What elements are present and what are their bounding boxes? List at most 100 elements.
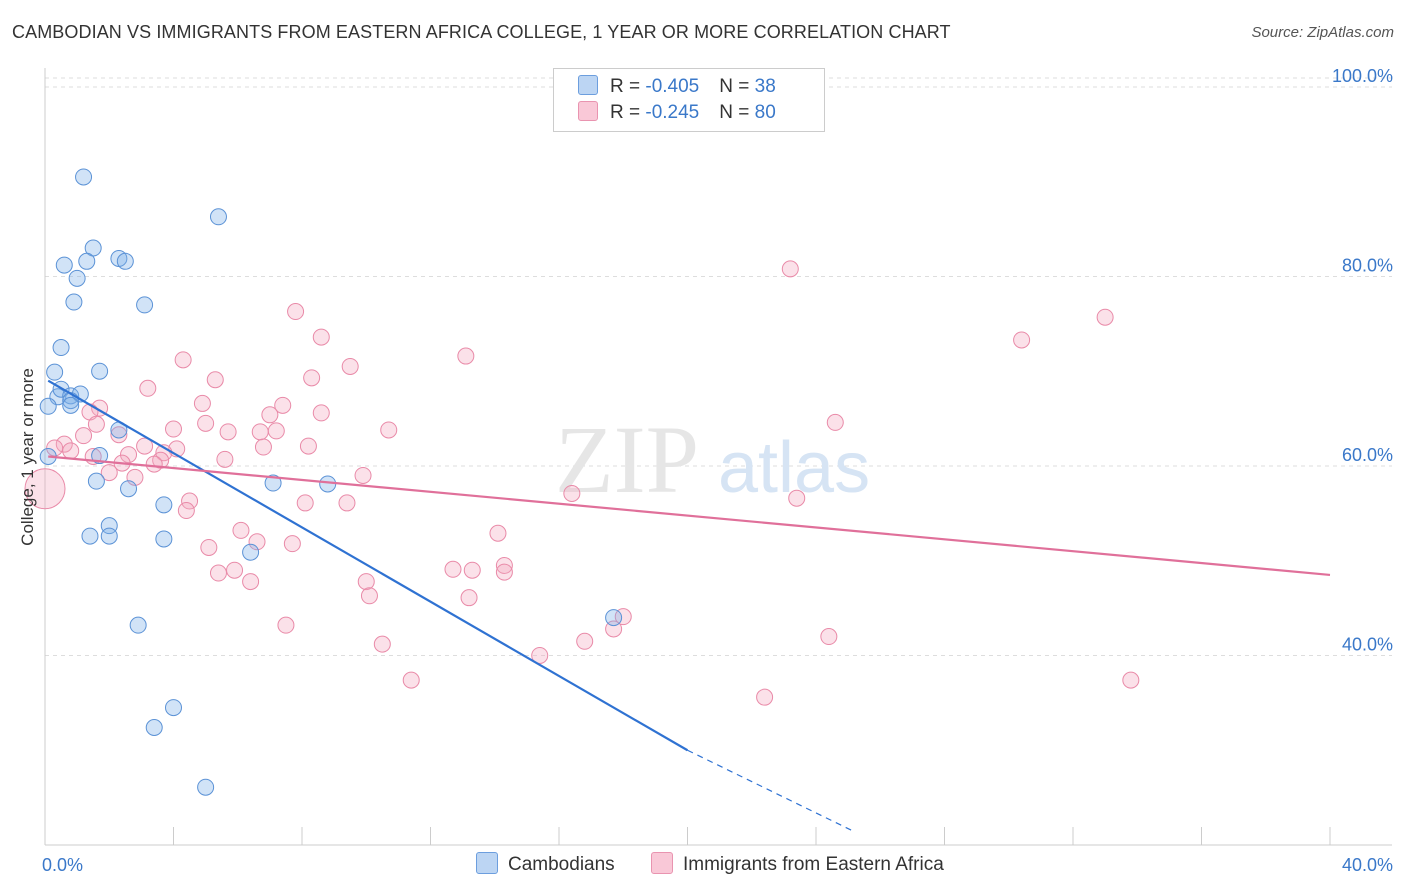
data-point (495, 563, 513, 581)
data-point (209, 564, 227, 582)
data-point (460, 589, 478, 607)
data-point (75, 427, 93, 445)
data-point (39, 397, 57, 415)
data-point (576, 632, 594, 650)
data-point (248, 533, 266, 551)
data-point (373, 635, 391, 653)
data-point (614, 608, 632, 626)
watermark-atlas: atlas (718, 428, 870, 508)
data-point (402, 671, 420, 689)
data-point (251, 423, 269, 441)
data-point (788, 489, 806, 507)
data-point (242, 573, 260, 591)
data-point (177, 502, 195, 520)
data-point (193, 394, 211, 412)
legend-n-value: 80 (754, 102, 776, 123)
legend-n-value: 38 (754, 76, 776, 97)
y-tick-label: 80.0% (1342, 255, 1393, 275)
data-point (781, 260, 799, 278)
data-point (303, 369, 321, 387)
data-point (495, 556, 513, 574)
data-point (75, 168, 93, 186)
axes (44, 68, 1392, 846)
legend-r-value: -0.245 (645, 102, 700, 123)
data-point (46, 439, 64, 457)
source-label: Source: ZipAtlas.com (1251, 24, 1394, 41)
data-point (563, 484, 581, 502)
data-point (319, 475, 337, 493)
y-tick-label: 60.0% (1342, 445, 1393, 465)
correlation-legend: R = -0.405 N = 38 R = -0.245 N = 80 (553, 68, 825, 132)
y-tick-label: 100.0% (1332, 66, 1393, 86)
legend-swatch-immigrants (578, 101, 598, 121)
data-point (65, 293, 83, 311)
legend-r-value: -0.405 (645, 76, 700, 97)
data-point (100, 464, 118, 482)
data-point (283, 535, 301, 553)
data-point (1013, 331, 1031, 349)
data-point (116, 252, 134, 270)
bottom-legend-label: Cambodians (508, 854, 615, 875)
data-point (155, 496, 173, 514)
data-point (91, 447, 109, 465)
data-point (145, 719, 163, 737)
data-point (756, 688, 774, 706)
legend-row-immigrants: R = -0.245 N = 80 (578, 101, 776, 125)
data-point (81, 527, 99, 545)
data-point (826, 413, 844, 431)
data-point (360, 587, 378, 605)
data-point (197, 414, 215, 432)
data-point (68, 269, 86, 287)
bottom-legend-swatch-cambodians (476, 852, 498, 874)
data-point (91, 362, 109, 380)
data-point (338, 494, 356, 512)
x-tick-label: 40.0% (1342, 855, 1393, 875)
trend-line-extension (687, 749, 855, 833)
data-point (380, 421, 398, 439)
legend-row-cambodians: R = -0.405 N = 38 (578, 75, 776, 99)
y-tick-label: 40.0% (1342, 634, 1393, 654)
data-point (62, 396, 80, 414)
data-point (110, 426, 128, 444)
data-point (136, 437, 154, 455)
data-point (165, 699, 182, 717)
data-point (287, 303, 305, 321)
data-point (62, 442, 80, 460)
data-point (78, 252, 96, 270)
legend-n-label: N = (719, 102, 755, 123)
data-point (145, 455, 163, 473)
data-point (261, 406, 279, 424)
watermark: ZIP atlas (555, 406, 870, 513)
data-point (357, 573, 375, 591)
data-point (219, 423, 237, 441)
data-point (277, 616, 295, 634)
data-point (174, 351, 192, 369)
grid-lines (45, 77, 1392, 656)
trend-line (48, 455, 1331, 577)
data-point (264, 474, 282, 492)
data-point (312, 328, 330, 346)
data-point (55, 435, 73, 453)
data-point (242, 543, 260, 561)
data-point (209, 208, 227, 226)
data-point (46, 363, 64, 381)
data-point (136, 296, 154, 314)
y-axis-label: College, 1 year or more (18, 368, 37, 546)
data-point (463, 561, 481, 579)
data-point (87, 472, 105, 490)
data-point (312, 404, 330, 422)
trend-lines (47, 379, 1331, 833)
data-point (226, 561, 244, 579)
trend-line (47, 379, 689, 752)
legend-r-label: R = (610, 102, 646, 123)
bottom-legend-immigrants: Immigrants from Eastern Africa (651, 852, 944, 876)
data-point (820, 628, 838, 646)
data-point (200, 538, 218, 556)
data-point (216, 450, 234, 468)
data-point (155, 530, 173, 548)
data-point (197, 778, 215, 796)
data-point (87, 415, 105, 433)
data-point (254, 438, 272, 456)
data-point (296, 494, 314, 512)
